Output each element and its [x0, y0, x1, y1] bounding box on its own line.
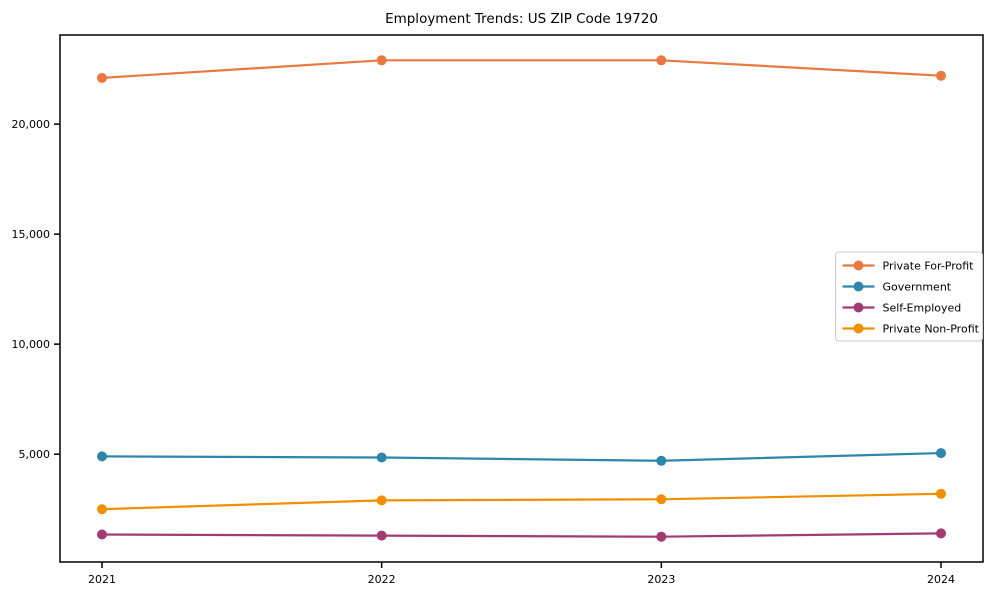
series-line	[101, 492, 942, 511]
data-point-marker	[656, 494, 667, 505]
data-point-marker	[97, 72, 107, 83]
legend-box	[835, 251, 983, 342]
legend-label: Government	[883, 281, 952, 294]
data-point-marker	[97, 504, 107, 515]
legend-item: Self-Employed	[842, 302, 962, 315]
legend: Private For-Profit Government Self-Employe…	[835, 251, 983, 342]
legend-marker	[853, 260, 864, 271]
legend-marker	[853, 323, 864, 334]
legend-item: Private For-Profit	[842, 260, 975, 273]
data-point-marker	[97, 451, 107, 462]
data-point-marker	[97, 529, 107, 540]
series-line	[101, 451, 942, 462]
data-point-marker	[656, 531, 667, 542]
data-point-marker	[376, 495, 387, 506]
legend-item: Government	[842, 281, 952, 294]
data-point-marker	[936, 528, 946, 539]
data-point-marker	[656, 55, 667, 66]
y-axis-tick-label: 10,000	[12, 338, 51, 351]
legend-marker	[853, 302, 864, 313]
data-point-marker	[936, 448, 946, 459]
legend-label: Self-Employed	[883, 302, 962, 315]
data-point-marker	[936, 488, 946, 499]
y-axis-tick-label: 20,000	[12, 118, 51, 131]
data-point-marker	[936, 70, 946, 81]
data-point-marker	[376, 530, 387, 541]
series-line	[101, 532, 942, 538]
legend-marker	[853, 281, 864, 292]
legend-label: Private For-Profit	[883, 260, 975, 273]
y-axis-tick-label: 5,000	[19, 448, 51, 461]
x-axis-tick-label: 2023	[647, 573, 675, 586]
y-axis-tick-label: 15,000	[12, 228, 51, 241]
x-axis-tick-label: 2024	[927, 573, 955, 586]
chart-title: Employment Trends: US ZIP Code 19720	[385, 11, 658, 27]
series-line	[101, 59, 942, 80]
data-point-marker	[376, 55, 387, 66]
x-axis-tick-label: 2022	[368, 573, 396, 586]
legend-item: Private Non-Profit	[842, 323, 980, 336]
data-point-marker	[656, 455, 667, 466]
x-axis-tick-label: 2021	[88, 573, 116, 586]
legend-label: Private Non-Profit	[883, 323, 980, 336]
data-point-marker	[376, 452, 387, 463]
